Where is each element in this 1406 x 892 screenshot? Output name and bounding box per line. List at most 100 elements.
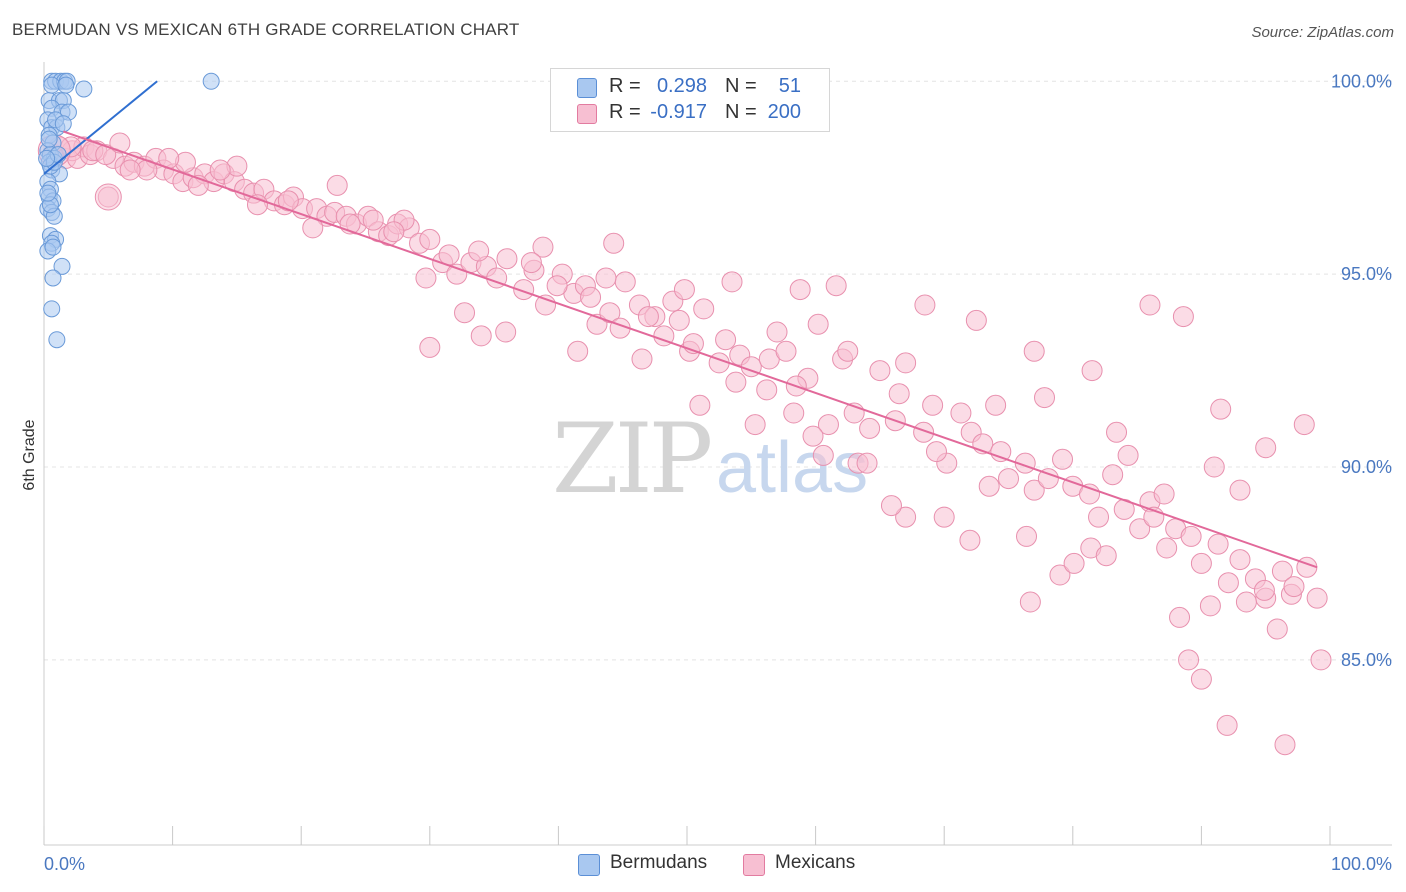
- data-point: [1117, 444, 1139, 466]
- data-point: [1293, 414, 1315, 436]
- legend-n-value: 200: [767, 101, 801, 123]
- data-point: [246, 194, 268, 216]
- data-point: [817, 414, 839, 436]
- data-point: [1156, 537, 1178, 559]
- data-point: [520, 252, 542, 274]
- y-tick-label: 100.0%: [1331, 71, 1392, 91]
- trend-lines: [43, 80, 1318, 569]
- data-point: [495, 321, 517, 343]
- y-tick-label: 95.0%: [1341, 264, 1392, 284]
- data-point: [513, 279, 535, 301]
- data-point: [532, 236, 554, 258]
- data-point: [1266, 618, 1288, 640]
- data-point: [595, 267, 617, 289]
- data-point: [1207, 533, 1229, 555]
- x-tick-label: 100.0%: [1331, 854, 1392, 874]
- data-point: [990, 441, 1012, 463]
- data-point: [807, 313, 829, 335]
- data-point: [1153, 483, 1175, 505]
- data-point: [1283, 576, 1305, 598]
- data-point: [775, 340, 797, 362]
- data-point: [766, 321, 788, 343]
- data-point: [789, 279, 811, 301]
- legend-r-label: R =: [609, 101, 641, 123]
- data-point: [326, 174, 348, 196]
- data-point: [1019, 591, 1041, 613]
- data-point: [1088, 506, 1110, 528]
- data-point: [802, 425, 824, 447]
- mexicans-series: [37, 132, 1332, 756]
- data-point: [1229, 479, 1251, 501]
- y-axis-title: 6th Grade: [21, 419, 38, 490]
- mexicans-swatch: [743, 854, 765, 876]
- data-point: [1274, 734, 1296, 756]
- data-point: [637, 306, 659, 328]
- data-point: [1079, 483, 1101, 505]
- data-point: [925, 441, 947, 463]
- data-point: [693, 298, 715, 320]
- axis-labels: 100.0% 95.0% 90.0% 85.0% 0.0% 100.0% 6th Grade: [21, 71, 1392, 874]
- data-point: [38, 149, 56, 167]
- data-point: [959, 529, 981, 551]
- data-point: [1229, 549, 1251, 571]
- data-point: [922, 394, 944, 416]
- data-point: [40, 130, 58, 148]
- data-point: [913, 421, 935, 443]
- data-point: [95, 144, 117, 166]
- data-point: [673, 279, 695, 301]
- data-point: [109, 132, 131, 154]
- bermudans-series: [38, 72, 220, 349]
- watermark: ZIP atlas: [552, 403, 868, 515]
- bermudans-swatch: [578, 854, 600, 876]
- y-tick-label: 85.0%: [1341, 650, 1392, 670]
- data-point: [950, 402, 972, 424]
- legend-r-value: -0.917: [650, 101, 707, 123]
- data-point: [1217, 572, 1239, 594]
- data-point: [1095, 545, 1117, 567]
- data-point: [914, 294, 936, 316]
- legend-n-value: 51: [778, 75, 801, 97]
- data-point: [721, 271, 743, 293]
- legend-row-mexicans: R = -0.917 N = 200: [551, 101, 829, 127]
- data-point: [44, 269, 62, 287]
- data-point: [470, 325, 492, 347]
- data-point: [985, 394, 1007, 416]
- y-tick-label: 90.0%: [1341, 457, 1392, 477]
- data-point: [454, 302, 476, 324]
- chart-title: BERMUDAN VS MEXICAN 6TH GRADE CORRELATIO…: [12, 20, 520, 39]
- data-point: [277, 190, 299, 212]
- data-point: [1049, 564, 1071, 586]
- data-point: [43, 76, 61, 94]
- data-point: [880, 495, 902, 517]
- data-point: [1210, 398, 1232, 420]
- data-point: [856, 452, 878, 474]
- data-point: [933, 506, 955, 528]
- data-point: [1190, 552, 1212, 574]
- data-point: [1052, 448, 1074, 470]
- data-point: [419, 228, 441, 250]
- data-point: [57, 76, 75, 94]
- data-point: [1172, 306, 1194, 328]
- trend-line: [62, 130, 1318, 569]
- data-point: [1203, 456, 1225, 478]
- legend-n-label: N =: [725, 101, 757, 123]
- data-point: [725, 371, 747, 393]
- data-point: [614, 271, 636, 293]
- stats-legend: R = 0.298 N = 51 R = -0.917 N = 200: [550, 68, 830, 132]
- data-point: [715, 329, 737, 351]
- data-point: [580, 286, 602, 308]
- data-point: [744, 414, 766, 436]
- data-point: [998, 468, 1019, 490]
- data-point: [978, 475, 1000, 497]
- data-point: [603, 232, 625, 254]
- data-point: [837, 340, 859, 362]
- data-point: [1180, 525, 1202, 547]
- data-point: [1081, 360, 1103, 382]
- data-point: [75, 80, 93, 98]
- data-point: [419, 336, 441, 358]
- data-point: [468, 240, 490, 262]
- data-point: [631, 348, 653, 370]
- data-point: [1306, 587, 1328, 609]
- watermark-atlas: atlas: [716, 428, 868, 508]
